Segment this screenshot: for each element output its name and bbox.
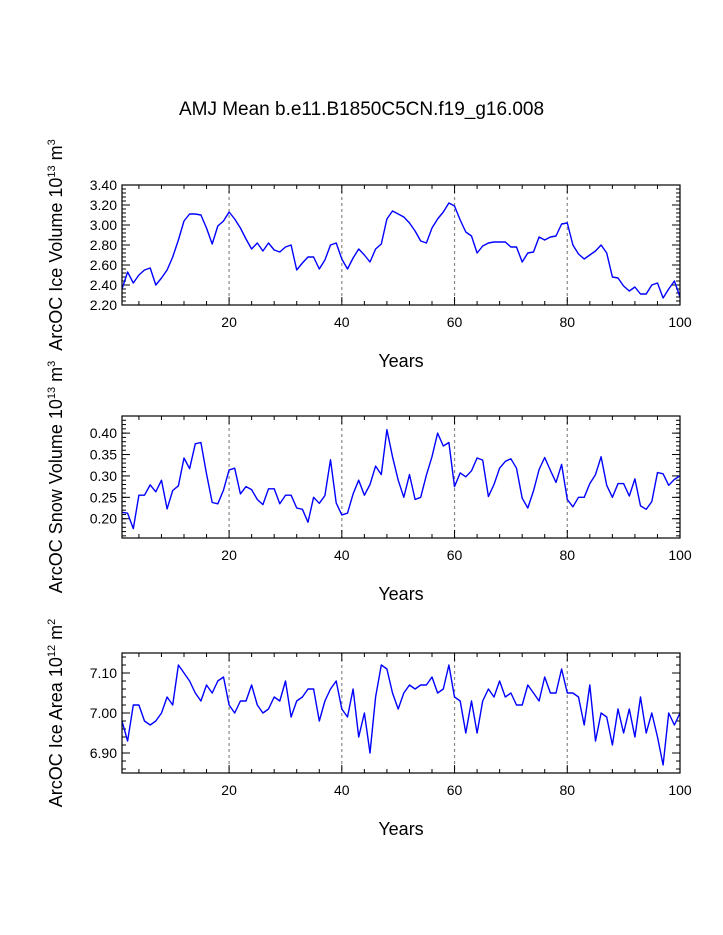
plot-frame	[121, 652, 681, 774]
x-tick-label: 80	[559, 782, 575, 798]
x-axis-label: Years	[378, 584, 423, 604]
x-tick-label: 40	[334, 314, 350, 330]
y-axis-label: ArcOC Snow Volume 1013 m3	[46, 361, 66, 593]
y-tick-label: 0.20	[90, 511, 117, 527]
plot-frame	[121, 415, 681, 539]
y-axis-label: ArcOC Ice Volume 1013 m3	[46, 139, 66, 350]
x-tick-label: 60	[447, 314, 463, 330]
y-tick-label: 7.10	[90, 665, 117, 681]
x-tick-label: 20	[221, 547, 237, 563]
y-tick-label: 3.00	[90, 217, 117, 233]
data-series-line	[121, 429, 681, 530]
y-tick-label: 0.35	[90, 447, 117, 463]
x-tick-label: 40	[334, 547, 350, 563]
y-axis-label: ArcOC Ice Area 1012 m2	[46, 619, 66, 807]
panel-1: 20 40 60 80 100 2.20 2.40 2.60 2.80 3.00 3.20 3.40 Y…	[46, 139, 692, 371]
x-tick-label: 20	[221, 314, 237, 330]
y-tick-label: 0.25	[90, 489, 117, 505]
x-tick-label: 80	[559, 547, 575, 563]
chart-title: AMJ Mean b.e11.B1850C5CN.f19_g16.008	[178, 99, 545, 120]
panel-3: 20 40 60 80 100 6.90 7.00 7.10 Years ArcOC Ice Ar…	[46, 619, 692, 839]
x-tick-label: 100	[668, 547, 692, 563]
y-tick-label: 3.20	[90, 197, 117, 213]
plot-frame	[121, 184, 681, 306]
y-tick-label: 6.90	[90, 745, 117, 761]
x-tick-label: 80	[559, 314, 575, 330]
x-tick-label: 100	[668, 782, 692, 798]
x-tick-label: 60	[447, 547, 463, 563]
data-series-line	[121, 664, 681, 766]
x-axis-label: Years	[378, 351, 423, 371]
x-tick-label: 20	[221, 782, 237, 798]
x-tick-label: 60	[447, 782, 463, 798]
panel-2: 20 40 60 80 100 0.20 0.25 0.30 0.35 0.40 Years ArcO…	[46, 361, 692, 604]
data-series-line	[121, 202, 681, 299]
x-tick-label: 100	[668, 314, 692, 330]
y-tick-label: 0.30	[90, 468, 117, 484]
y-tick-label: 0.40	[90, 425, 117, 441]
y-tick-label: 7.00	[90, 705, 117, 721]
y-tick-label: 2.20	[90, 297, 117, 313]
y-tick-label: 2.80	[90, 237, 117, 253]
y-tick-label: 2.60	[90, 257, 117, 273]
x-tick-label: 40	[334, 782, 350, 798]
y-tick-label: 3.40	[90, 177, 117, 193]
x-axis-label: Years	[378, 819, 423, 839]
y-tick-label: 2.40	[90, 277, 117, 293]
